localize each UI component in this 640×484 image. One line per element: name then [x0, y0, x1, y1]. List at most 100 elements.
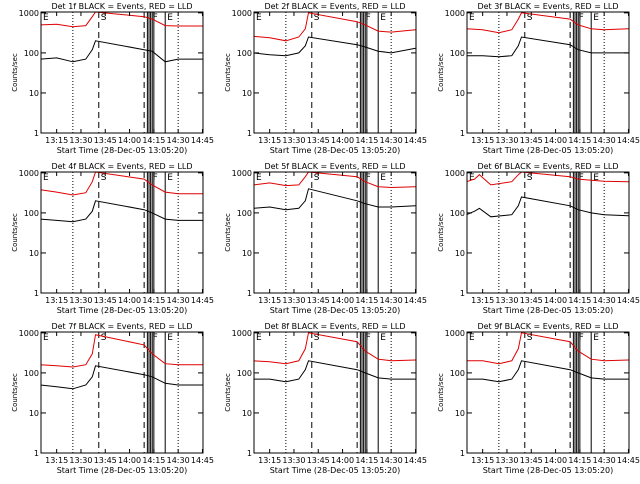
events-series-line: [466, 36, 629, 58]
y-tick-label: 10: [29, 249, 39, 258]
plot-frame: [253, 171, 417, 294]
marker-label: S: [101, 333, 107, 343]
marker-label: E: [380, 333, 386, 343]
y-tick-label: 10: [242, 89, 252, 98]
x-tick-label: 14:30: [167, 296, 190, 305]
x-tick-label: 14:00: [544, 136, 567, 145]
y-tick-label: 1000: [232, 329, 252, 338]
y-axis-label: Counts/sec: [11, 53, 19, 92]
y-tick-label: 1: [460, 289, 465, 298]
x-tick-label: 13:30: [69, 456, 92, 465]
x-tick-label: 14:15: [568, 296, 591, 305]
y-tick-label: 1: [460, 129, 465, 138]
marker-label: E: [256, 13, 262, 23]
marker-label: E: [593, 333, 599, 343]
y-tick-label: 100: [450, 369, 465, 378]
x-tick-label: 14:30: [167, 136, 190, 145]
marker-label: F: [579, 333, 584, 343]
plot-frame: [466, 171, 630, 294]
marker-label: S: [314, 333, 320, 343]
y-tick-label: 1000: [19, 169, 39, 178]
events-series-line: [40, 40, 203, 63]
x-tick-label: 13:15: [471, 456, 494, 465]
lld-series-line: [466, 332, 629, 365]
y-axis-label: Counts/sec: [11, 213, 19, 252]
chart-title: Det 4f BLACK = Events, RED = LLD: [51, 162, 192, 171]
events-series-line: [466, 360, 629, 383]
y-tick-label: 1000: [232, 9, 252, 18]
x-tick-label: 14:30: [380, 136, 403, 145]
x-axis-label: Start Time (28-Dec-05 13:05:20): [57, 146, 188, 155]
y-tick-label: 100: [24, 209, 39, 218]
y-tick-label: 1000: [19, 329, 39, 338]
marker-label: E: [380, 173, 386, 183]
y-tick-label: 100: [24, 49, 39, 58]
x-tick-label: 14:00: [544, 296, 567, 305]
x-tick-label: 13:45: [307, 136, 330, 145]
x-tick-label: 13:30: [495, 136, 518, 145]
marker-label: E: [593, 13, 599, 23]
plot-frame: [40, 11, 204, 134]
x-tick-label: 14:30: [167, 456, 190, 465]
x-tick-label: 14:45: [191, 136, 214, 145]
x-tick-label: 14:15: [568, 136, 591, 145]
marker-label: F: [153, 173, 158, 183]
x-axis-label: Start Time (28-Dec-05 13:05:20): [270, 146, 401, 155]
marker-label: F: [153, 13, 158, 23]
marker-label: S: [527, 173, 533, 183]
x-tick-label: 13:15: [258, 136, 281, 145]
x-tick-label: 13:45: [94, 456, 117, 465]
plot-frame: [466, 331, 630, 454]
x-tick-label: 13:15: [45, 136, 68, 145]
lld-series-line: [40, 334, 203, 368]
marker-label: E: [167, 13, 173, 23]
x-tick-label: 14:45: [617, 136, 640, 145]
y-tick-label: 1000: [445, 9, 465, 18]
chart-title: Det 3f BLACK = Events, RED = LLD: [477, 2, 618, 11]
x-tick-label: 14:15: [355, 136, 378, 145]
chart-title: Det 5f BLACK = Events, RED = LLD: [264, 162, 405, 171]
x-tick-label: 13:15: [45, 456, 68, 465]
y-tick-label: 100: [450, 49, 465, 58]
x-tick-label: 13:45: [94, 136, 117, 145]
x-tick-label: 14:00: [331, 296, 354, 305]
events-series-line: [466, 196, 629, 218]
x-tick-label: 13:15: [258, 296, 281, 305]
x-axis-label: Start Time (28-Dec-05 13:05:20): [57, 466, 188, 475]
x-tick-label: 13:45: [307, 296, 330, 305]
x-tick-label: 14:15: [142, 456, 165, 465]
y-axis-label: Counts/sec: [224, 213, 232, 252]
plot-frame: [40, 171, 204, 294]
x-tick-label: 13:15: [471, 136, 494, 145]
x-tick-label: 14:45: [191, 296, 214, 305]
marker-label: S: [101, 173, 107, 183]
events-series-line: [253, 360, 416, 383]
x-tick-label: 14:30: [380, 296, 403, 305]
y-axis-label: Counts/sec: [437, 373, 445, 412]
chart-title: Det 1f BLACK = Events, RED = LLD: [51, 2, 192, 11]
marker-label: F: [366, 173, 371, 183]
events-series-line: [40, 200, 203, 223]
chart-title: Det 9f BLACK = Events, RED = LLD: [477, 322, 618, 331]
y-axis-label: Counts/sec: [437, 213, 445, 252]
y-tick-label: 10: [242, 409, 252, 418]
plot-frame: [40, 331, 204, 454]
y-tick-label: 10: [455, 409, 465, 418]
y-tick-label: 1: [34, 129, 39, 138]
x-tick-label: 14:00: [544, 456, 567, 465]
y-tick-label: 1000: [445, 169, 465, 178]
x-tick-label: 14:45: [191, 456, 214, 465]
y-tick-label: 100: [237, 209, 252, 218]
y-tick-label: 1000: [19, 9, 39, 18]
y-tick-label: 10: [242, 249, 252, 258]
chart-title: Det 2f BLACK = Events, RED = LLD: [264, 2, 405, 11]
marker-label: E: [167, 173, 173, 183]
